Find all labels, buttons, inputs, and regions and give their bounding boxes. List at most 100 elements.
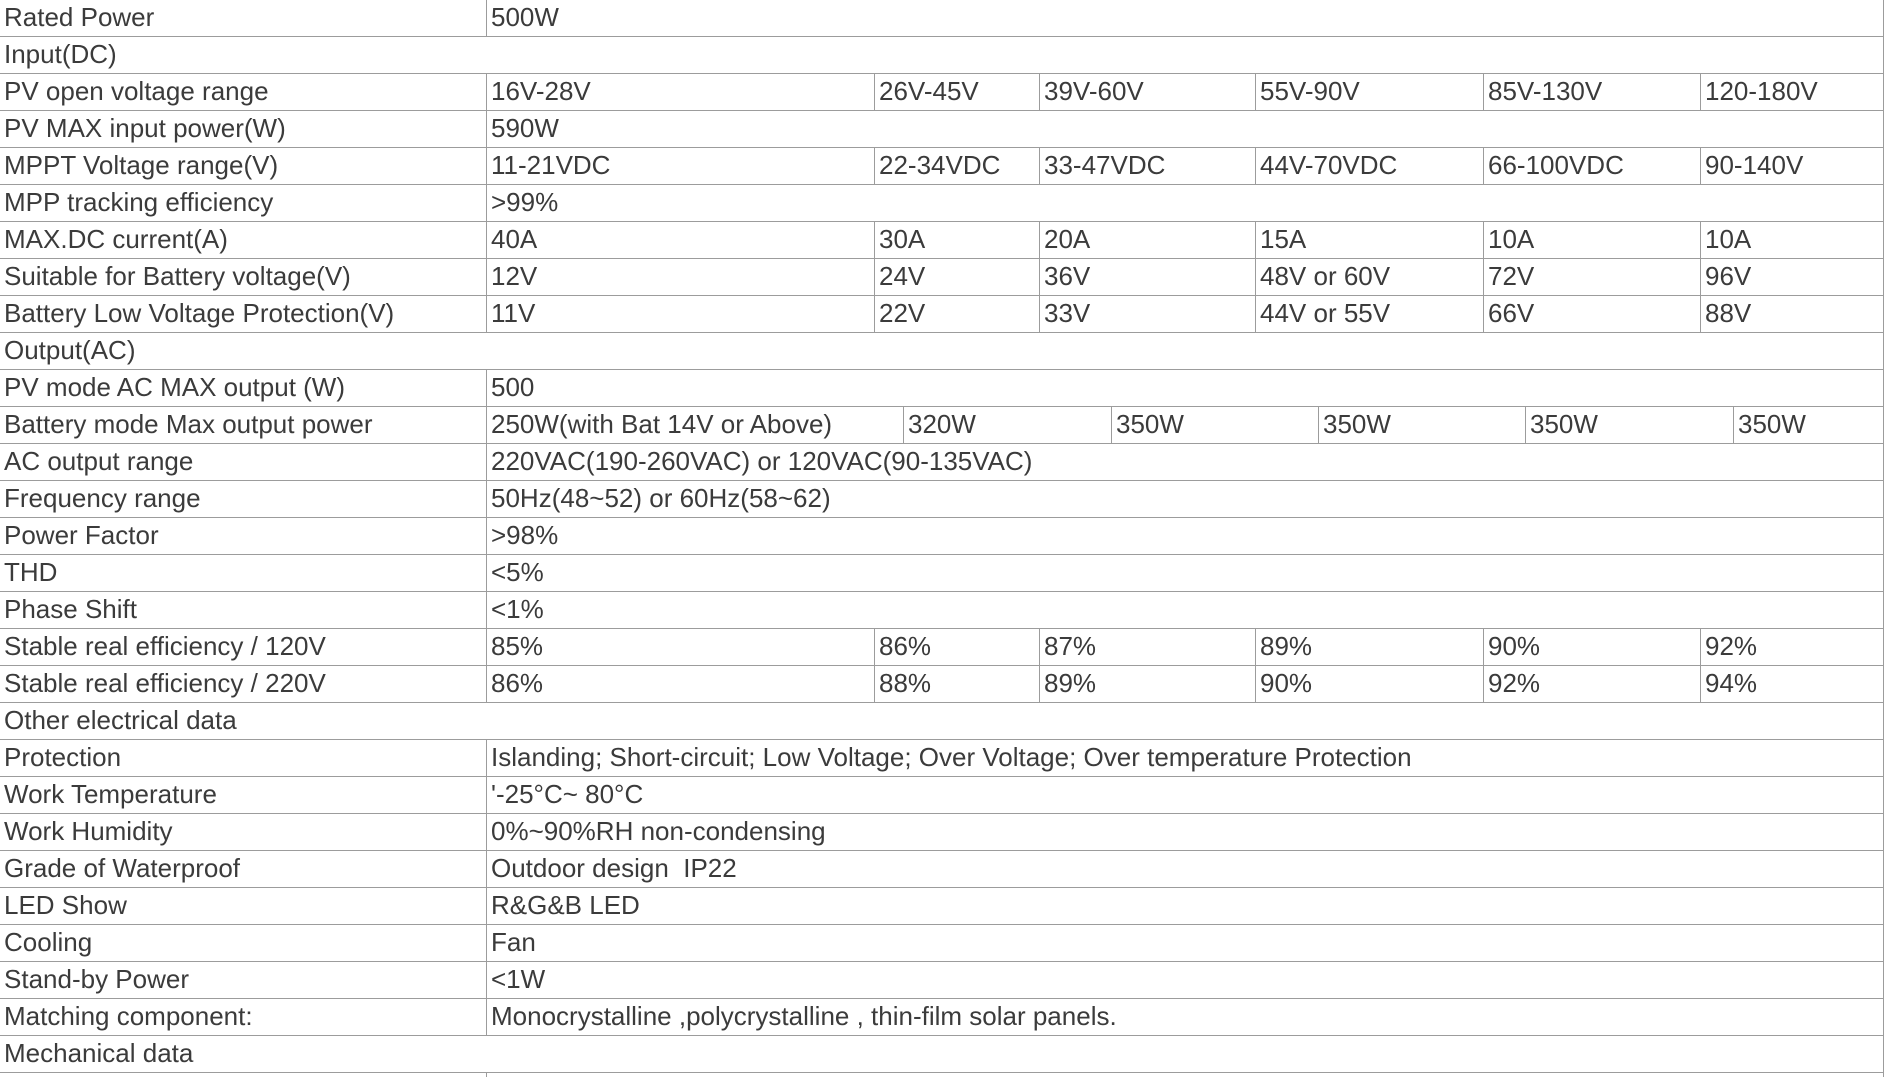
table-row: Matching component: Monocrystalline ,poly… xyxy=(0,999,1884,1036)
spec-value-cell: 86% xyxy=(487,666,875,703)
spec-label-cell: MAX.DC current(A) xyxy=(0,222,487,259)
spec-value-cell: '-25°C~ 80°C xyxy=(487,777,1884,814)
spec-value-cell: 66-100VDC xyxy=(1484,148,1701,185)
table-row: PV mode AC MAX output (W) 500 xyxy=(0,370,1884,407)
spec-value-cell: 350W xyxy=(1319,407,1526,444)
spec-value-cell: Outdoor design IP22 xyxy=(487,851,1884,888)
spec-value-cell: 48V or 60V xyxy=(1256,259,1484,296)
spec-value-cell: 590W xyxy=(487,111,1884,148)
spec-value-cell: 500W xyxy=(487,0,1884,37)
spec-label-cell: Battery mode Max output power xyxy=(0,407,487,444)
spec-value-cell: 92% xyxy=(1701,629,1884,666)
table-row: MPP tracking efficiency >99% xyxy=(0,185,1884,222)
spec-label-cell: Frequency range xyxy=(0,481,487,518)
table-row: Frequency range 50Hz(48~52) or 60Hz(58~62… xyxy=(0,481,1884,518)
spec-value-cell: 500 xyxy=(487,370,1884,407)
spec-label-cell: Battery Low Voltage Protection(V) xyxy=(0,296,487,333)
spec-label-cell: Work Temperature xyxy=(0,777,487,814)
spec-value-cell: 220VAC(190-260VAC) or 120VAC(90-135VAC) xyxy=(487,444,1884,481)
spec-value-cell: 55V-90V xyxy=(1256,74,1484,111)
section-header-cell: Other electrical data xyxy=(0,703,1884,740)
spec-label-cell: Stable real efficiency / 120V xyxy=(0,629,487,666)
spec-value-cell: 11-21VDC xyxy=(487,148,875,185)
table-row: Battery mode Max output power 250W(with B… xyxy=(0,407,1884,444)
table-row: PV open voltage range 16V-28V 26V-45V 39V-6… xyxy=(0,74,1884,111)
spec-label-cell: MPPT Voltage range(V) xyxy=(0,148,487,185)
spec-label-cell: PV open voltage range xyxy=(0,74,487,111)
spec-value-cell: 40A xyxy=(487,222,875,259)
spec-value-cell: 24V xyxy=(875,259,1040,296)
spec-value-cell: Islanding; Short-circuit; Low Voltage; O… xyxy=(487,740,1884,777)
spec-value-cell: 92% xyxy=(1484,666,1701,703)
spec-label-cell: Stable real efficiency / 220V xyxy=(0,666,487,703)
spec-value-cell: 250W(with Bat 14V or Above) xyxy=(487,407,904,444)
spec-value-cell: 0%~90%RH non-condensing xyxy=(487,814,1884,851)
spec-value-cell: 350W xyxy=(1526,407,1734,444)
spec-label-cell: LED Show xyxy=(0,888,487,925)
spec-label-cell: Suitable for Battery voltage(V) xyxy=(0,259,487,296)
spec-value-cell: 26V-45V xyxy=(875,74,1040,111)
spec-value-cell: Fan xyxy=(487,925,1884,962)
spec-value-cell: 66V xyxy=(1484,296,1701,333)
spec-value-cell: 90-140V xyxy=(1701,148,1884,185)
spec-label-cell: Stand-by Power xyxy=(0,962,487,999)
spec-value-cell: 94% xyxy=(1701,666,1884,703)
spec-value-cell: 30A xyxy=(875,222,1040,259)
spec-label-cell: PV mode AC MAX output (W) xyxy=(0,370,487,407)
table-row: Work Humidity 0%~90%RH non-condensing xyxy=(0,814,1884,851)
table-row: Suitable for Battery voltage(V) 12V 24V 36V… xyxy=(0,259,1884,296)
spec-value-cell: 86% xyxy=(875,629,1040,666)
spec-value-cell: 72V xyxy=(1484,259,1701,296)
spec-value-cell: 320W xyxy=(904,407,1112,444)
spec-value-cell: 50Hz(48~52) or 60Hz(58~62) xyxy=(487,481,1884,518)
spec-value-cell: <1% xyxy=(487,592,1884,629)
spec-value-cell: 33V xyxy=(1040,296,1256,333)
spec-value-cell: 10A xyxy=(1484,222,1701,259)
section-header-cell: Output(AC) xyxy=(0,333,1884,370)
spec-value-cell: 85% xyxy=(487,629,875,666)
spec-label-cell: Protection xyxy=(0,740,487,777)
spec-value-cell: 11V xyxy=(487,296,875,333)
spec-value-cell: 89% xyxy=(1040,666,1256,703)
section-row: Mechanical data xyxy=(0,1036,1884,1073)
table-row: Battery Low Voltage Protection(V) 11V 22V 3… xyxy=(0,296,1884,333)
spec-value-cell: 20A xyxy=(1040,222,1256,259)
table-row: Stable real efficiency / 220V 86% 88% 89% 90… xyxy=(0,666,1884,703)
table-row: Rated Power 500W xyxy=(0,0,1884,37)
spec-value-cell: 12V xyxy=(487,259,875,296)
spec-value-cell: Monocrystalline ,polycrystalline , thin-… xyxy=(487,999,1884,1036)
spec-value-cell: 36V xyxy=(1040,259,1256,296)
spec-value-cell: 350W xyxy=(1112,407,1319,444)
spec-value-cell: 90% xyxy=(1484,629,1701,666)
spec-value-cell: R&G&B LED xyxy=(487,888,1884,925)
spec-value-cell: 90% xyxy=(1256,666,1484,703)
spec-value-cell: 22-34VDC xyxy=(875,148,1040,185)
spec-value-cell: 88V xyxy=(1701,296,1884,333)
spec-value-cell: 88% xyxy=(875,666,1040,703)
spec-value-cell: 87% xyxy=(1040,629,1256,666)
spec-value-cell: 44V or 55V xyxy=(1256,296,1484,333)
section-row: Output(AC) xyxy=(0,333,1884,370)
spec-value-cell: 15A xyxy=(1256,222,1484,259)
spec-label-cell: Matching component: xyxy=(0,999,487,1036)
section-header-cell: Mechanical data xyxy=(0,1036,1884,1073)
spec-value-cell: 22V xyxy=(875,296,1040,333)
section-header-cell: Input(DC) xyxy=(0,37,1884,74)
spec-value-cell: 120-180V xyxy=(1701,74,1884,111)
spec-value-cell: 44V-70VDC xyxy=(1256,148,1484,185)
spec-label-cell: Power Factor xyxy=(0,518,487,555)
spec-label-cell: Rated Power xyxy=(0,0,487,37)
spec-label-cell: MPP tracking efficiency xyxy=(0,185,487,222)
table-row: THD <5% xyxy=(0,555,1884,592)
spec-label-cell: Work Humidity xyxy=(0,814,487,851)
spec-value-cell: 10A xyxy=(1701,222,1884,259)
spec-label-cell: PV MAX input power(W) xyxy=(0,111,487,148)
spec-label-cell: THD xyxy=(0,555,487,592)
section-row: Input(DC) xyxy=(0,37,1884,74)
spec-value-cell: 89% xyxy=(1256,629,1484,666)
spec-value-cell: >98% xyxy=(487,518,1884,555)
table-row: PV MAX input power(W) 590W xyxy=(0,111,1884,148)
table-row: Cooling Fan xyxy=(0,925,1884,962)
spec-value-cell: 96V xyxy=(1701,259,1884,296)
